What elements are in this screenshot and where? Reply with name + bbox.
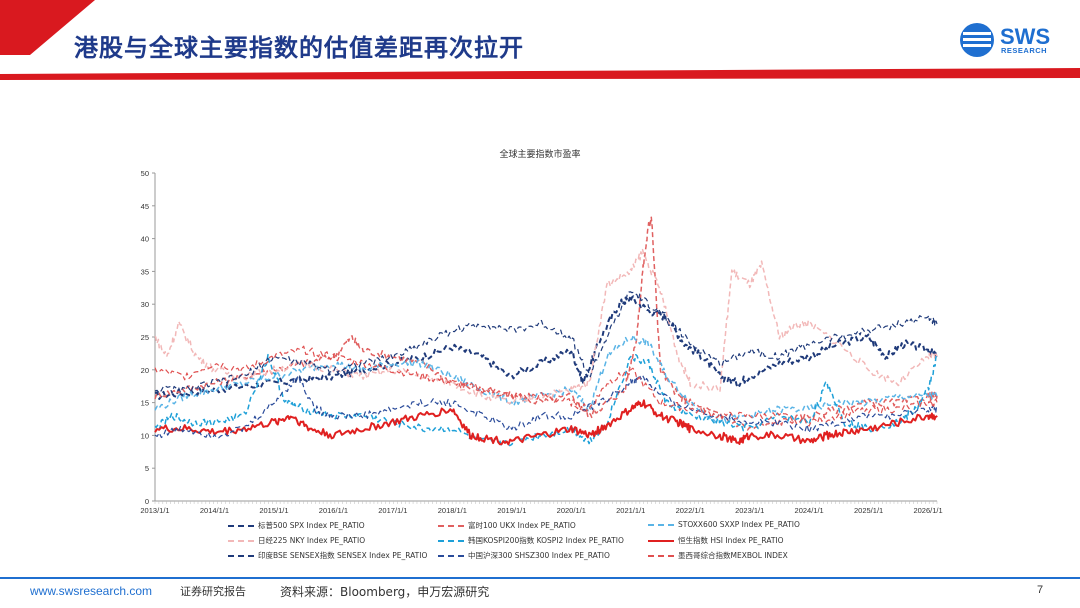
y-tick-label: 25 bbox=[141, 333, 149, 342]
footer-source: 资料来源：Bloomberg，申万宏源研究 bbox=[280, 585, 490, 599]
series-line bbox=[154, 345, 938, 427]
logo-text: SWS bbox=[1000, 24, 1051, 49]
legend-label: 标普500 SPX Index PE_RATIO bbox=[258, 521, 365, 530]
y-tick-label: 30 bbox=[141, 300, 149, 309]
x-tick-label: 2021/1/1 bbox=[616, 506, 645, 515]
y-tick-label: 50 bbox=[141, 169, 149, 178]
legend-label: 恒生指数 HSI Index PE_RATIO bbox=[678, 536, 784, 545]
x-tick-label: 2020/1/1 bbox=[557, 506, 586, 515]
legend-item: 印度BSE SENSEX指数 SENSEX Index PE_RATIO bbox=[228, 550, 427, 561]
x-tick-label: 2013/1/1 bbox=[140, 506, 169, 515]
legend-swatch bbox=[438, 554, 464, 557]
x-tick-label: 2015/1/1 bbox=[259, 506, 288, 515]
page-title: 港股与全球主要指数的估值差距再次拉开 bbox=[74, 34, 524, 62]
legend-label: 中国沪深300 SHSZ300 Index PE_RATIO bbox=[468, 551, 610, 560]
legend-swatch bbox=[228, 554, 254, 557]
legend-item: 恒生指数 HSI Index PE_RATIO bbox=[648, 535, 784, 546]
y-tick-label: 45 bbox=[141, 202, 149, 211]
x-tick-label: 2024/1/1 bbox=[795, 506, 824, 515]
x-tick-label: 2026/1/1 bbox=[913, 506, 942, 515]
y-tick-label: 0 bbox=[145, 497, 149, 506]
x-tick-label: 2014/1/1 bbox=[200, 506, 229, 515]
x-tick-label: 2018/1/1 bbox=[438, 506, 467, 515]
y-tick-label: 20 bbox=[141, 366, 149, 375]
series-line bbox=[154, 353, 938, 447]
legend-label: 印度BSE SENSEX指数 SENSEX Index PE_RATIO bbox=[258, 551, 428, 560]
header-banner bbox=[0, 0, 1080, 80]
x-tick-label: 2017/1/1 bbox=[378, 506, 407, 515]
legend-swatch bbox=[228, 524, 254, 527]
x-tick-label: 2016/1/1 bbox=[319, 506, 348, 515]
x-tick-label: 2025/1/1 bbox=[854, 506, 883, 515]
x-tick-label: 2022/1/1 bbox=[676, 506, 705, 515]
footer-url-link[interactable]: www.swsresearch.com bbox=[30, 584, 153, 598]
legend-swatch bbox=[648, 523, 674, 526]
legend-label: 富时100 UKX Index PE_RATIO bbox=[468, 521, 576, 530]
page-number: 7 bbox=[1037, 584, 1044, 596]
legend-label: STOXX600 SXXP Index PE_RATIO bbox=[678, 520, 800, 529]
legend-item: 中国沪深300 SHSZ300 Index PE_RATIO bbox=[438, 550, 610, 561]
legend-item: 富时100 UKX Index PE_RATIO bbox=[438, 520, 576, 531]
legend-swatch bbox=[438, 524, 464, 527]
series-line bbox=[154, 295, 938, 400]
legend-swatch bbox=[228, 539, 254, 542]
header-red-bar bbox=[0, 68, 1080, 80]
legend-label: 日经225 NKY Index PE_RATIO bbox=[258, 536, 366, 545]
legend-item: 墨西哥综合指数MEXBOL INDEX bbox=[648, 550, 788, 561]
series-line bbox=[154, 216, 938, 431]
legend-label: 墨西哥综合指数MEXBOL INDEX bbox=[678, 551, 788, 560]
series-line bbox=[154, 399, 938, 446]
x-tick-label: 2019/1/1 bbox=[497, 506, 526, 515]
footer-tag: 证券研究报告 bbox=[180, 585, 246, 598]
footer-divider bbox=[0, 577, 1080, 579]
y-tick-label: 35 bbox=[141, 267, 149, 276]
legend-label: 韩国KOSPI200指数 KOSPI2 Index PE_RATIO bbox=[468, 536, 624, 545]
legend-swatch bbox=[648, 539, 674, 542]
header-red-corner bbox=[0, 0, 95, 55]
legend-item: 韩国KOSPI200指数 KOSPI2 Index PE_RATIO bbox=[438, 535, 624, 546]
legend-item: 日经225 NKY Index PE_RATIO bbox=[228, 535, 365, 546]
y-tick-label: 15 bbox=[141, 399, 149, 408]
series-line bbox=[154, 374, 938, 439]
y-tick-label: 10 bbox=[141, 431, 149, 440]
series-line bbox=[154, 334, 938, 425]
legend-item: 标普500 SPX Index PE_RATIO bbox=[228, 520, 365, 531]
sws-logo-icon bbox=[960, 23, 994, 57]
series-line bbox=[154, 291, 938, 394]
legend-swatch bbox=[438, 539, 464, 542]
legend-swatch bbox=[648, 554, 674, 557]
legend-item: STOXX600 SXXP Index PE_RATIO bbox=[648, 520, 800, 529]
y-tick-label: 40 bbox=[141, 235, 149, 244]
x-tick-label: 2023/1/1 bbox=[735, 506, 764, 515]
y-tick-label: 5 bbox=[145, 464, 149, 473]
logo-subtext: RESEARCH bbox=[1001, 46, 1048, 55]
chart-title: 全球主要指数市盈率 bbox=[499, 150, 581, 160]
